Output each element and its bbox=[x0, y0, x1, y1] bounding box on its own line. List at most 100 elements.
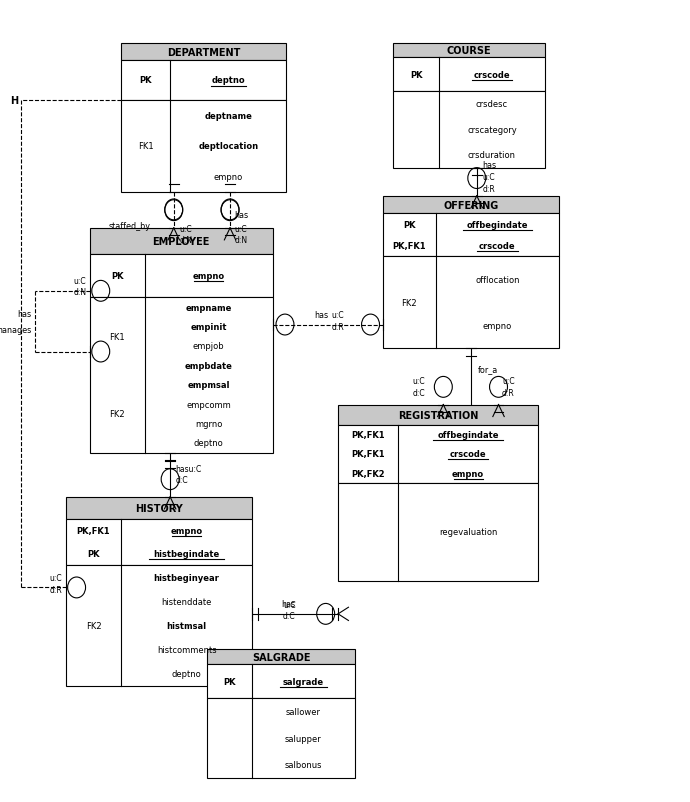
Bar bbox=[207, 699, 355, 778]
Bar bbox=[121, 100, 286, 192]
Bar bbox=[393, 91, 545, 168]
Text: FK1: FK1 bbox=[109, 332, 125, 342]
Text: has: has bbox=[234, 210, 248, 220]
Bar bbox=[66, 565, 252, 686]
Text: staffed_by: staffed_by bbox=[108, 221, 150, 231]
Text: d:R: d:R bbox=[502, 388, 515, 398]
Text: empno: empno bbox=[483, 322, 512, 330]
Text: empno: empno bbox=[170, 526, 203, 535]
Text: crscategory: crscategory bbox=[467, 125, 517, 135]
Text: EMPLOYEE: EMPLOYEE bbox=[152, 237, 210, 246]
Text: FK2: FK2 bbox=[86, 622, 101, 630]
Bar bbox=[66, 497, 252, 519]
Text: histmsal: histmsal bbox=[166, 622, 207, 630]
Text: has: has bbox=[482, 160, 496, 169]
Text: COURSE: COURSE bbox=[447, 47, 491, 56]
Text: u:C: u:C bbox=[413, 376, 425, 386]
Bar bbox=[393, 59, 545, 91]
Text: for_a: for_a bbox=[478, 364, 498, 374]
Text: d:R: d:R bbox=[50, 585, 62, 593]
Text: deptno: deptno bbox=[212, 76, 245, 85]
Text: d:N: d:N bbox=[179, 235, 193, 245]
Bar bbox=[338, 405, 538, 425]
Bar bbox=[393, 44, 545, 59]
Text: u:C: u:C bbox=[74, 277, 86, 286]
Text: d:N: d:N bbox=[73, 288, 86, 297]
Text: sallower: sallower bbox=[286, 707, 321, 716]
Text: salupper: salupper bbox=[285, 734, 322, 743]
Text: PK: PK bbox=[403, 221, 415, 229]
Text: offlocation: offlocation bbox=[475, 276, 520, 285]
Bar bbox=[90, 298, 273, 453]
Text: crsdesc: crsdesc bbox=[476, 99, 508, 109]
Text: u:C: u:C bbox=[234, 225, 247, 234]
Text: histbeginyear: histbeginyear bbox=[154, 573, 219, 582]
Text: SALGRADE: SALGRADE bbox=[252, 652, 310, 662]
Text: u:C: u:C bbox=[331, 311, 344, 320]
Text: d:C: d:C bbox=[176, 475, 188, 484]
Text: empmsal: empmsal bbox=[187, 381, 230, 390]
Text: manages: manages bbox=[0, 326, 31, 334]
Text: FK2: FK2 bbox=[109, 410, 125, 419]
Text: PK: PK bbox=[111, 272, 124, 281]
Text: deptname: deptname bbox=[204, 111, 253, 120]
Text: d:C: d:C bbox=[413, 388, 425, 398]
Text: OFFERING: OFFERING bbox=[443, 200, 499, 210]
Text: HISTORY: HISTORY bbox=[135, 503, 183, 513]
Bar bbox=[383, 257, 559, 349]
Text: u:C: u:C bbox=[50, 573, 62, 582]
Text: u:C: u:C bbox=[283, 600, 295, 609]
Text: REGISTRATION: REGISTRATION bbox=[398, 410, 478, 420]
Text: PK,FK1: PK,FK1 bbox=[393, 242, 426, 251]
Bar bbox=[66, 519, 252, 565]
Text: histenddate: histenddate bbox=[161, 597, 212, 606]
Text: PK: PK bbox=[139, 76, 152, 85]
Bar bbox=[90, 254, 273, 298]
Text: u:C: u:C bbox=[179, 225, 192, 234]
Text: FK1: FK1 bbox=[138, 142, 153, 151]
Text: empno: empno bbox=[452, 469, 484, 478]
Text: u:C: u:C bbox=[482, 173, 495, 182]
Text: crscode: crscode bbox=[473, 71, 511, 79]
Text: PK,FK2: PK,FK2 bbox=[351, 469, 385, 478]
Text: histbegindate: histbegindate bbox=[153, 549, 220, 558]
Text: d:R: d:R bbox=[331, 322, 344, 331]
Bar bbox=[207, 664, 355, 699]
Text: PK: PK bbox=[410, 71, 422, 79]
Text: d:R: d:R bbox=[482, 185, 495, 194]
Bar bbox=[338, 483, 538, 581]
Text: PK: PK bbox=[87, 549, 100, 558]
Bar bbox=[121, 44, 286, 61]
Text: empbdate: empbdate bbox=[185, 362, 233, 371]
Text: PK,FK1: PK,FK1 bbox=[77, 526, 110, 535]
Bar bbox=[121, 61, 286, 100]
Text: empinit: empinit bbox=[190, 322, 227, 332]
Text: deptlocation: deptlocation bbox=[198, 142, 259, 151]
Text: has: has bbox=[17, 310, 31, 318]
Text: crscode: crscode bbox=[450, 450, 486, 459]
Text: deptno: deptno bbox=[172, 669, 201, 678]
Text: histcomments: histcomments bbox=[157, 645, 217, 654]
Text: offbegindate: offbegindate bbox=[466, 221, 528, 229]
Text: u:C: u:C bbox=[502, 376, 515, 386]
Text: PK,FK1: PK,FK1 bbox=[351, 450, 385, 459]
Text: has: has bbox=[314, 310, 328, 319]
Text: empno: empno bbox=[214, 172, 243, 182]
Text: deptno: deptno bbox=[194, 439, 224, 448]
Text: empjob: empjob bbox=[193, 342, 224, 351]
Text: crscode: crscode bbox=[479, 242, 515, 251]
Bar bbox=[338, 425, 538, 483]
Text: d:C: d:C bbox=[283, 611, 295, 620]
Text: empcomm: empcomm bbox=[186, 400, 231, 409]
Text: PK,FK1: PK,FK1 bbox=[351, 431, 385, 439]
Text: has: has bbox=[281, 599, 295, 608]
Text: salbonus: salbonus bbox=[285, 760, 322, 769]
Bar bbox=[207, 650, 355, 664]
Bar bbox=[90, 229, 273, 254]
Text: offbegindate: offbegindate bbox=[437, 431, 499, 439]
Text: hasu:C: hasu:C bbox=[176, 464, 202, 474]
Text: regevaluation: regevaluation bbox=[439, 528, 497, 537]
Text: empname: empname bbox=[186, 303, 232, 312]
Text: mgrno: mgrno bbox=[195, 419, 222, 428]
Text: d:N: d:N bbox=[234, 235, 247, 245]
